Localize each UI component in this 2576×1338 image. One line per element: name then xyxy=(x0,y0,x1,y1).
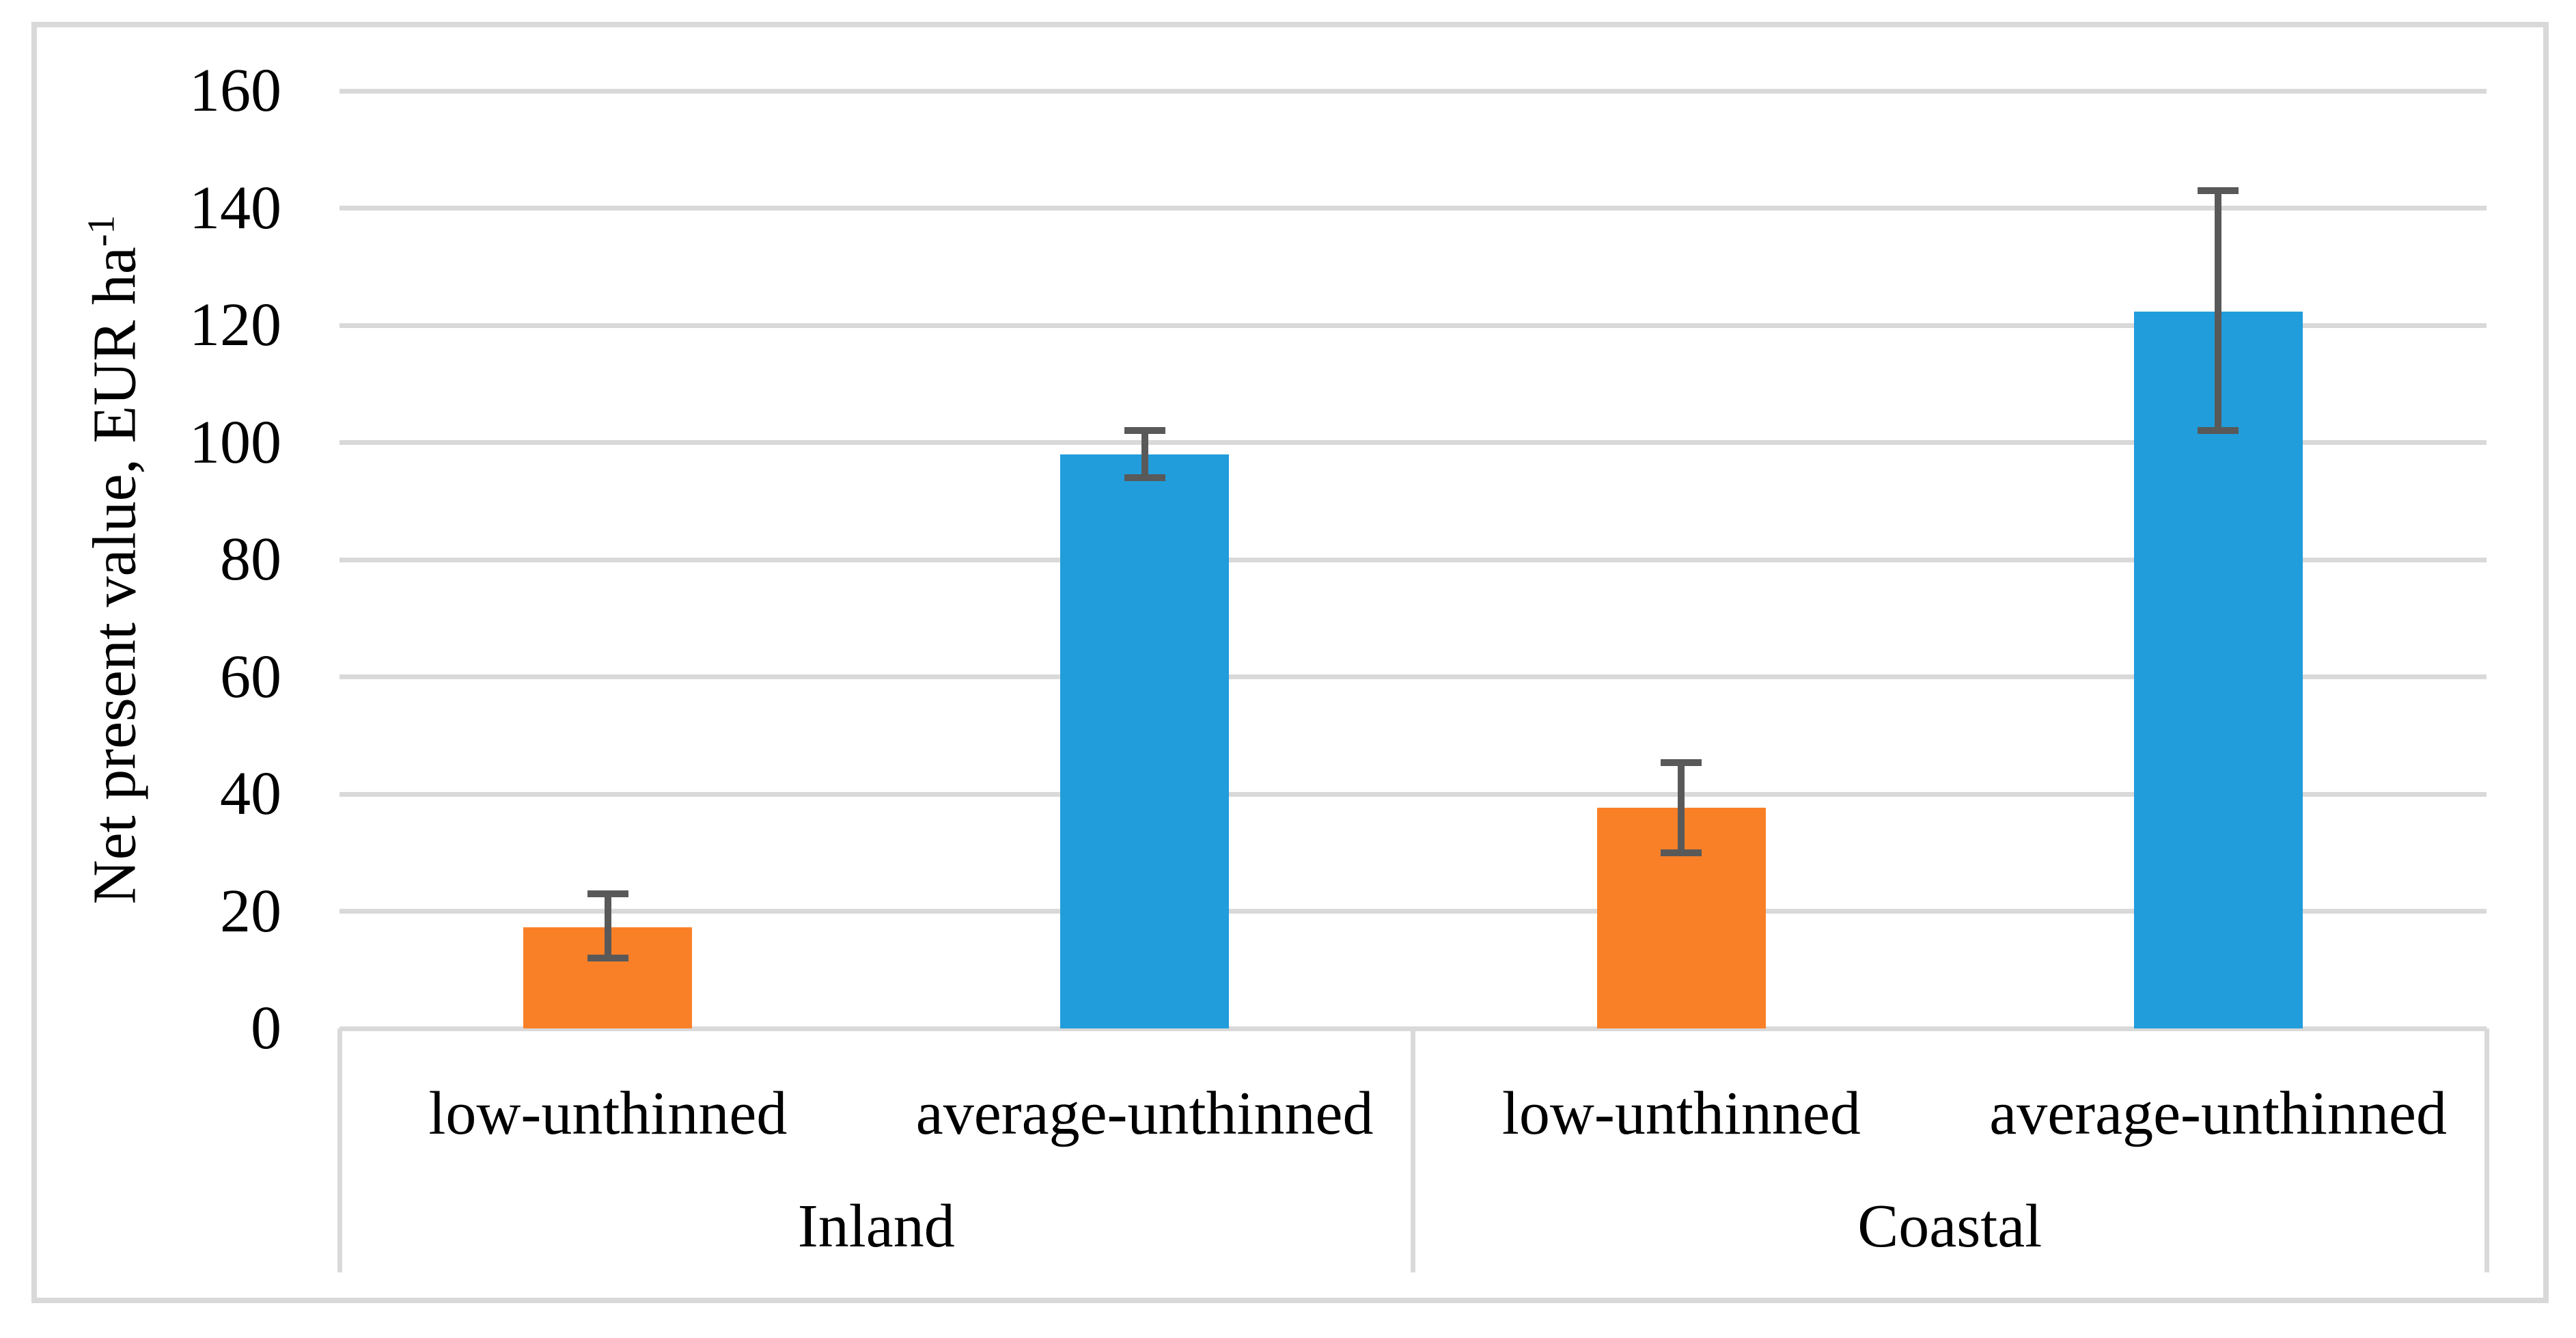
group-label-inland: Inland xyxy=(797,1192,955,1260)
category-label: average-unthinned xyxy=(915,1080,1374,1147)
error-bar-cap-bottom xyxy=(1124,474,1165,481)
gridline xyxy=(340,674,2487,679)
error-bar-cap-top xyxy=(587,890,628,897)
category-separator xyxy=(1411,1028,1415,1272)
gridline xyxy=(340,557,2487,562)
error-bar-line xyxy=(2215,190,2222,431)
error-bar-cap-top xyxy=(1124,427,1165,435)
category-label: average-unthinned xyxy=(1989,1080,2447,1147)
error-bar-cap-bottom xyxy=(1661,849,1702,856)
error-bar-line xyxy=(1141,431,1148,478)
y-tick-label: 100 xyxy=(189,408,281,476)
gridline xyxy=(340,791,2487,797)
gridline xyxy=(340,323,2487,328)
gridline xyxy=(340,88,2487,94)
error-bar-cap-top xyxy=(2198,187,2239,194)
bar-inland-average-unthinned xyxy=(1060,454,1230,1028)
gridline xyxy=(340,206,2487,210)
group-label-coastal: Coastal xyxy=(1857,1192,2042,1260)
error-bar-cap-bottom xyxy=(587,955,628,962)
y-tick-label: 60 xyxy=(220,642,281,711)
y-tick-label: 0 xyxy=(251,994,281,1062)
category-label: low-unthinned xyxy=(428,1080,788,1147)
error-bar-cap-bottom xyxy=(2198,427,2239,435)
category-separator xyxy=(337,1028,342,1272)
y-tick-label: 140 xyxy=(189,174,281,242)
y-tick-label: 80 xyxy=(220,525,281,593)
y-tick-label: 20 xyxy=(220,877,281,945)
error-bar-line xyxy=(1678,762,1685,853)
gridline xyxy=(340,440,2487,445)
chart-area-border xyxy=(31,22,2549,1303)
error-bar-cap-top xyxy=(1661,759,1702,766)
category-label: low-unthinned xyxy=(1501,1080,1861,1147)
y-tick-label: 40 xyxy=(220,760,281,828)
y-tick-label: 160 xyxy=(189,57,281,124)
gridline xyxy=(340,909,2487,914)
category-separator xyxy=(2484,1028,2489,1272)
y-tick-label: 120 xyxy=(189,291,281,359)
error-bar-line xyxy=(604,893,611,959)
